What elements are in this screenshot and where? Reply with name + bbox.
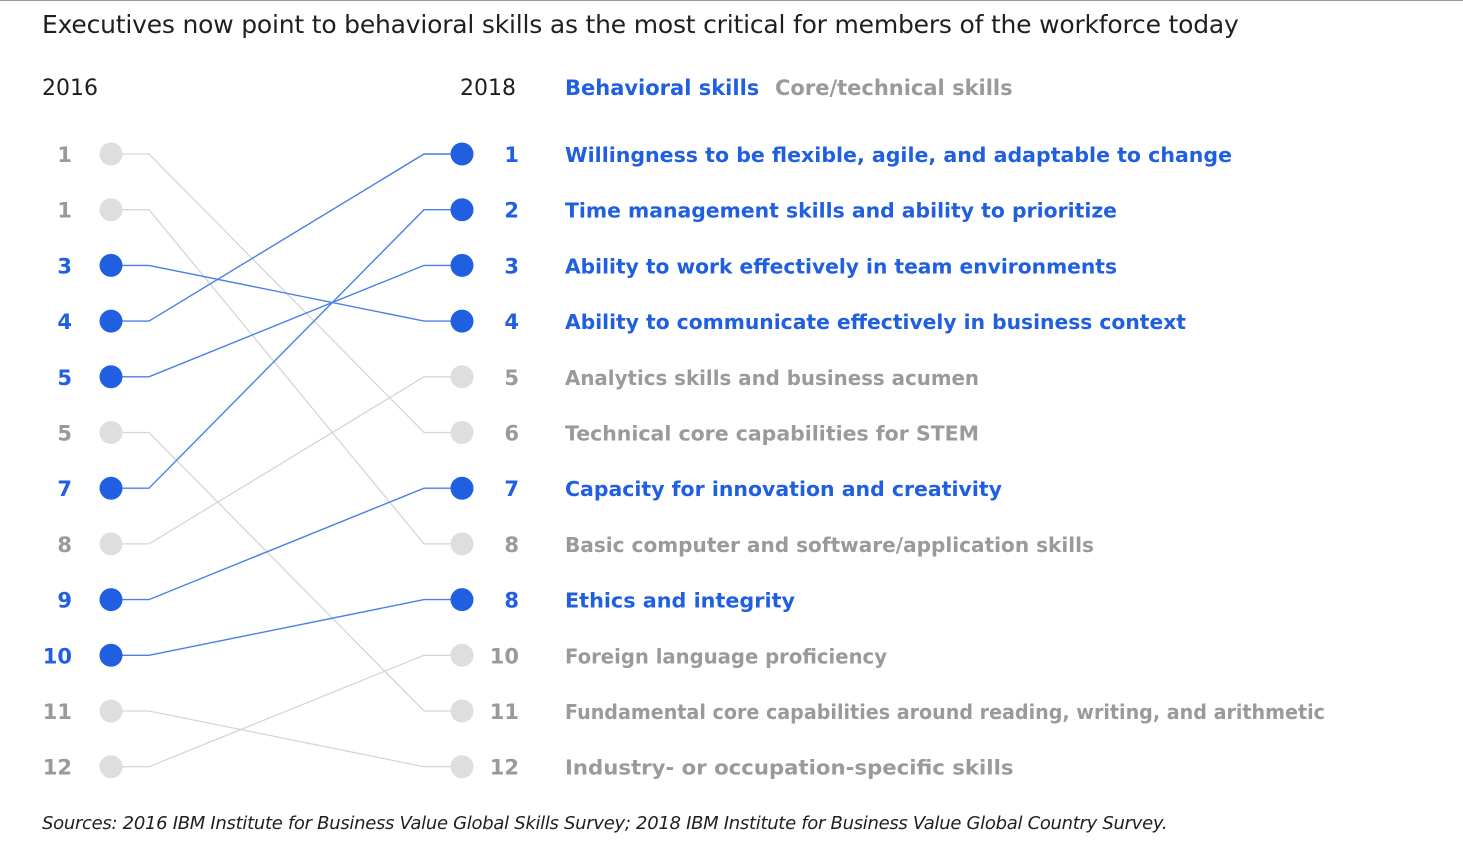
rank-dot-2018 (450, 365, 474, 389)
skill-label: Basic computer and software/application … (565, 533, 1094, 557)
rank-number-2018: 8 (504, 533, 519, 557)
connector-line (111, 264, 462, 378)
year-2018-header: 2018 (460, 76, 516, 101)
rank-dot-2016 (99, 476, 123, 500)
rank-number-2018: 7 (504, 477, 519, 501)
rank-number-2016: 1 (57, 199, 72, 223)
rank-number-2018: 10 (490, 644, 519, 668)
skill-label: Analytics skills and business acumen (565, 366, 979, 390)
rank-dot-2018 (450, 755, 474, 779)
rank-dots (99, 142, 474, 779)
rank-dot-2016 (99, 365, 123, 389)
connector-line (111, 209, 462, 545)
connector-line (111, 153, 462, 322)
connector-lines (111, 153, 462, 768)
rank-dot-2018 (450, 588, 474, 612)
rank-dot-2018 (450, 198, 474, 222)
rank-number-2018: 8 (504, 589, 519, 613)
rank-dot-2016 (99, 588, 123, 612)
rank-number-2018: 2 (504, 199, 519, 223)
connector-line (111, 710, 462, 768)
rank-number-2016: 3 (57, 254, 72, 278)
rank-number-2016: 4 (57, 310, 72, 334)
skill-label: Ethics and integrity (565, 589, 795, 613)
skill-label: Foreign language proficiency (565, 644, 887, 668)
rank-dot-2016 (99, 253, 123, 277)
legend-behavioral-skills: Behavioral skills (565, 76, 760, 100)
rank-number-2016: 5 (57, 422, 72, 446)
skill-label: Time management skills and ability to pr… (565, 199, 1117, 223)
rank-dot-2016 (99, 421, 123, 444)
connector-line (111, 208, 462, 489)
connector-line (111, 431, 462, 712)
skill-label: Industry- or occupation-specific skills (565, 756, 1014, 780)
rank-dot-2016 (99, 643, 123, 667)
rank-dot-2016 (99, 309, 123, 333)
rank-dot-2018 (450, 699, 474, 723)
skill-label: Technical core capabilities for STEM (565, 422, 979, 446)
rank-number-2016: 1 (57, 143, 72, 167)
legend-core-technical-skills: Core/technical skills (775, 76, 1013, 100)
connector-line (111, 264, 462, 322)
skill-label: Ability to communicate effectively in bu… (565, 310, 1186, 334)
rank-dot-2018 (450, 532, 474, 556)
rank-dot-2018 (450, 643, 474, 667)
skill-label: Ability to work effectively in team envi… (565, 254, 1117, 278)
rank-number-2018: 12 (490, 756, 519, 780)
rank-dot-2018 (450, 142, 474, 166)
rank-number-2016: 12 (43, 756, 72, 780)
rank-number-2018: 5 (504, 366, 519, 390)
rank-number-2018: 6 (504, 422, 519, 446)
rank-number-2016: 9 (57, 589, 72, 613)
skill-label: Willingness to be flexible, agile, and a… (565, 143, 1232, 167)
connector-line (111, 654, 462, 768)
rank-number-2018: 3 (504, 254, 519, 278)
top-border (0, 0, 1463, 1)
rank-dot-2016 (99, 532, 123, 556)
rank-dot-2018 (450, 309, 474, 333)
connector-line (111, 487, 462, 601)
rank-number-2016: 11 (43, 700, 72, 724)
rank-number-2016: 8 (57, 533, 72, 557)
rank-number-2016: 10 (43, 644, 72, 668)
year-2016-header: 2016 (42, 76, 98, 101)
chart-title: Executives now point to behavioral skill… (42, 10, 1239, 39)
rank-number-2018: 11 (490, 700, 519, 724)
skill-label: Fundamental core capabilities around rea… (565, 700, 1325, 724)
connector-line (111, 376, 462, 545)
rank-number-2016: 7 (57, 477, 72, 501)
rank-dot-2018 (450, 476, 474, 500)
rank-dot-2016 (99, 198, 123, 222)
rank-dot-2016 (99, 699, 123, 723)
rank-number-2016: 5 (57, 366, 72, 390)
rank-dot-2018 (450, 253, 474, 277)
rank-dot-2016 (99, 755, 123, 779)
rank-number-2018: 1 (504, 143, 519, 167)
connector-line (111, 598, 462, 656)
source-note: Sources: 2016 IBM Institute for Business… (42, 813, 1168, 834)
skill-label: Capacity for innovation and creativity (565, 477, 1002, 501)
rank-number-2018: 4 (504, 310, 519, 334)
rank-dot-2016 (99, 142, 123, 166)
rank-dot-2018 (450, 421, 474, 444)
